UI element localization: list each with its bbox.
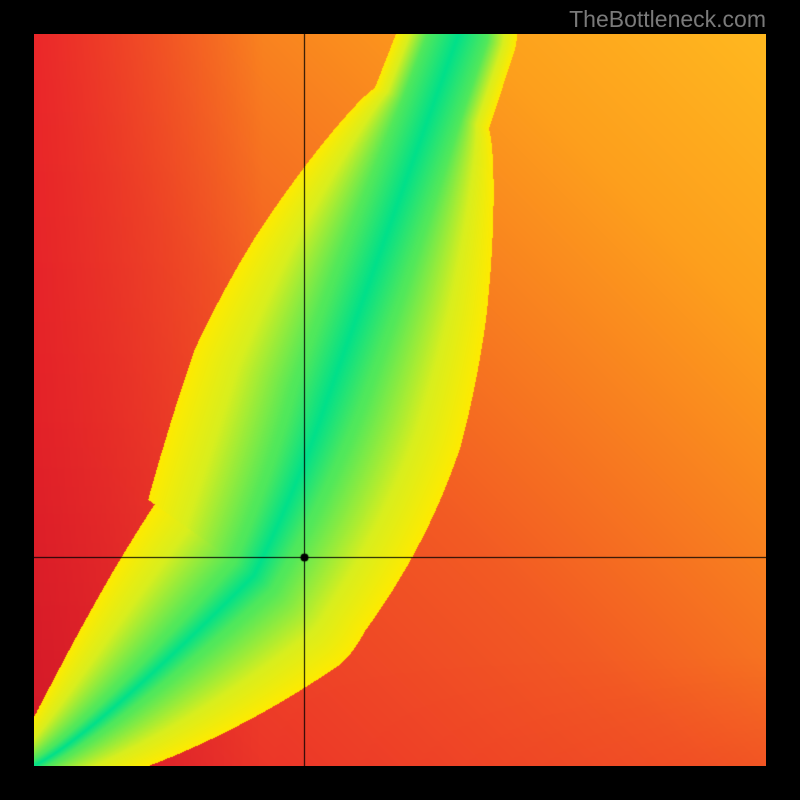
heatmap-plot — [34, 34, 766, 766]
watermark-text: TheBottleneck.com — [569, 6, 766, 33]
chart-container: { "watermark": { "text": "TheBottleneck.… — [0, 0, 800, 800]
